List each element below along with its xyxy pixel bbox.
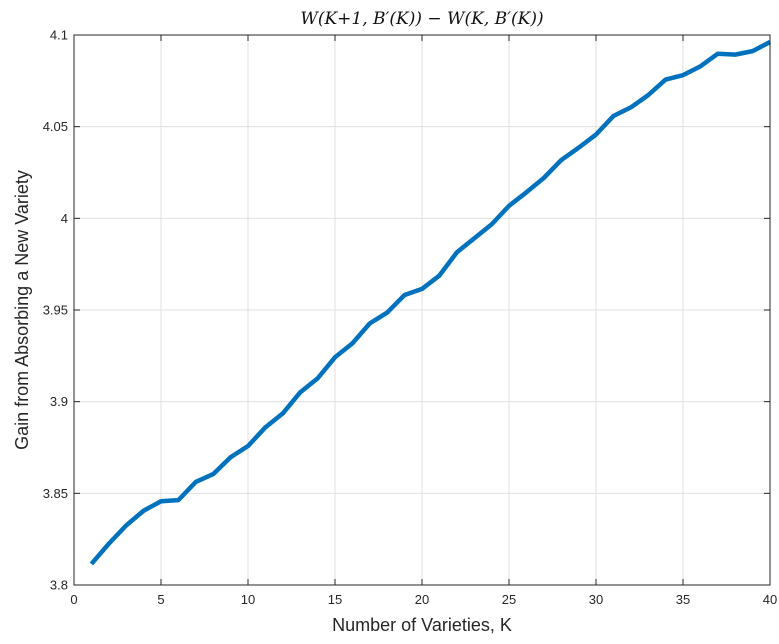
x-tick-label: 40 bbox=[763, 592, 777, 607]
x-axis-ticks: 0 5 10 15 20 25 30 35 40 bbox=[70, 35, 777, 607]
y-tick-label: 3.9 bbox=[50, 394, 68, 409]
y-tick-label: 4.05 bbox=[43, 119, 68, 134]
x-tick-label: 30 bbox=[589, 592, 603, 607]
chart-title: W(K+1, B′(K)) − W(K, B′(K)) bbox=[300, 9, 543, 29]
x-tick-label: 0 bbox=[70, 592, 77, 607]
y-tick-label: 3.8 bbox=[50, 578, 68, 593]
series-line bbox=[89, 39, 772, 566]
data-series bbox=[89, 39, 772, 566]
x-axis-label: Number of Varieties, K bbox=[332, 615, 512, 635]
y-tick-label: 4.1 bbox=[50, 28, 68, 43]
y-tick-label: 3.85 bbox=[43, 486, 68, 501]
grid-lines bbox=[73, 34, 771, 586]
x-tick-label: 10 bbox=[241, 592, 255, 607]
x-tick-label: 5 bbox=[157, 592, 164, 607]
x-tick-label: 25 bbox=[502, 592, 516, 607]
x-tick-label: 15 bbox=[328, 592, 342, 607]
y-axis-ticks: 3.8 3.85 3.9 3.95 4 4.05 4.1 bbox=[43, 28, 770, 593]
y-tick-label: 4 bbox=[61, 211, 68, 226]
x-tick-label: 35 bbox=[676, 592, 690, 607]
y-tick-label: 3.95 bbox=[43, 303, 68, 318]
y-axis-label: Gain from Absorbing a New Variety bbox=[12, 170, 32, 450]
x-tick-label: 20 bbox=[415, 592, 429, 607]
